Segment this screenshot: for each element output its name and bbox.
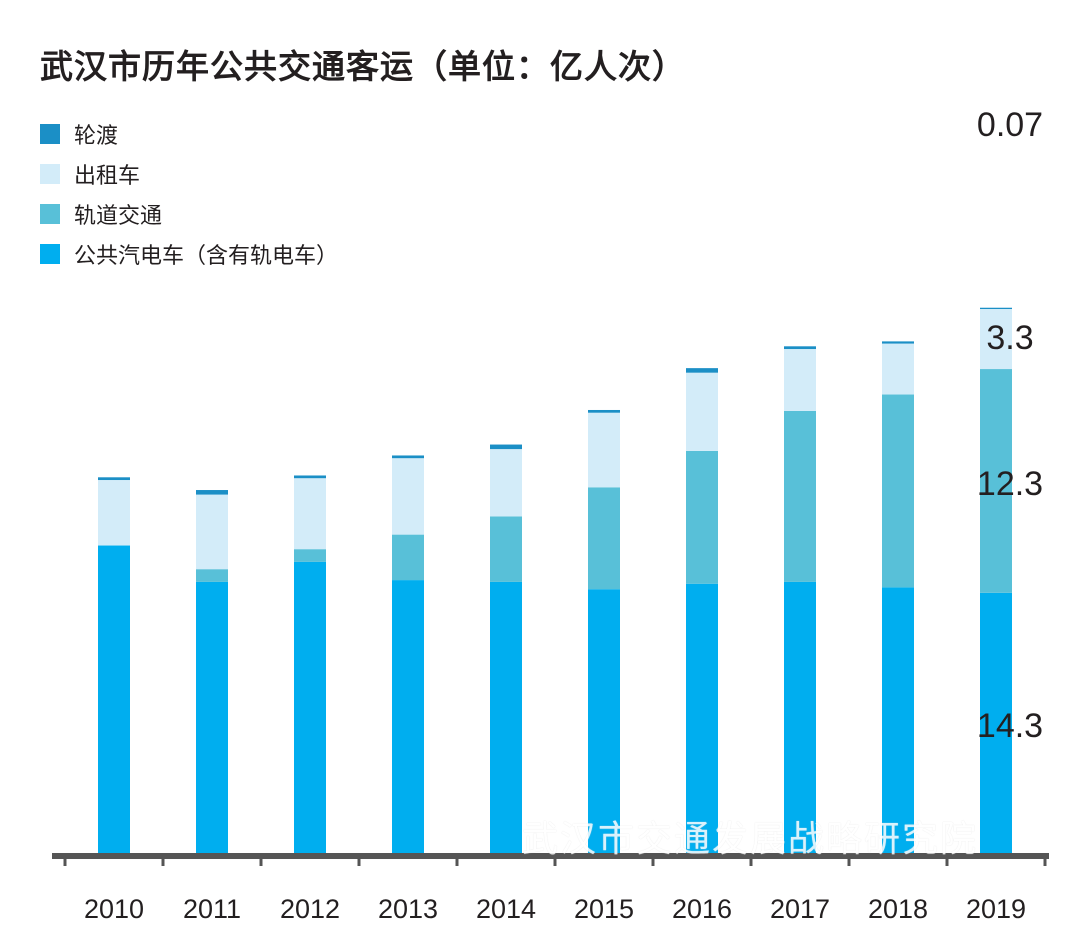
- bar-taxi-2010: [98, 480, 130, 546]
- bar-bus-2019: [980, 592, 1012, 853]
- bar-ferry-2012: [294, 475, 326, 479]
- bar-bus-2011: [196, 581, 228, 853]
- legend-item-ferry: 轮渡: [40, 114, 338, 154]
- legend-swatch-taxi: [40, 164, 60, 184]
- bar-rail-2019: [980, 369, 1012, 593]
- legend-label-taxi: 出租车: [74, 164, 141, 189]
- x-tick-label-2011: 2011: [183, 894, 241, 924]
- x-tick-label-2013: 2013: [378, 894, 438, 924]
- bar-bus-2010: [98, 545, 130, 853]
- x-tick-label-2019: 2019: [966, 894, 1026, 924]
- bar-rail-2016: [686, 450, 718, 584]
- bar-bus-2015: [588, 589, 620, 853]
- legend-swatch-bus: [40, 244, 60, 264]
- bar-rail-2011: [196, 569, 228, 582]
- bar-ferry-2014: [490, 444, 522, 450]
- x-axis-tick-3: [357, 857, 361, 866]
- legend: 轮渡 出租车 轨道交通 公共汽电车（含有轨电车）: [40, 114, 338, 274]
- bar-taxi-2017: [784, 349, 816, 411]
- bar-bus-2017: [784, 581, 816, 853]
- x-axis-tick-4: [455, 857, 459, 866]
- bar-ferry-2011: [196, 490, 228, 495]
- legend-label-bus: 公共汽电车（含有轨电车）: [74, 244, 339, 269]
- bar-taxi-2015: [588, 412, 620, 488]
- legend-swatch-ferry: [40, 124, 60, 144]
- bar-rail-2015: [588, 487, 620, 590]
- bar-ferry-2019: [980, 307, 1012, 310]
- x-axis-line: [52, 853, 1049, 859]
- bar-ferry-2015: [588, 409, 620, 413]
- bar-rail-2012: [294, 549, 326, 562]
- x-axis-tick-0: [63, 857, 67, 866]
- x-tick-label-2012: 2012: [280, 894, 340, 924]
- bar-bus-2016: [686, 583, 718, 853]
- x-tick-label-2018: 2018: [868, 894, 928, 924]
- bar-taxi-2018: [882, 343, 914, 395]
- bar-rail-2014: [490, 516, 522, 582]
- bar-taxi-2012: [294, 478, 326, 550]
- x-axis-tick-1: [161, 857, 165, 866]
- bar-taxi-2013: [392, 458, 424, 535]
- bar-ferry-2018: [882, 341, 914, 344]
- bar-taxi-2011: [196, 494, 228, 570]
- x-tick-label-2015: 2015: [574, 894, 634, 924]
- x-axis-tick-9: [945, 857, 949, 866]
- bar-taxi-2014: [490, 449, 522, 517]
- bar-ferry-2016: [686, 368, 718, 373]
- x-tick-label-2017: 2017: [770, 894, 830, 924]
- data-label-bus-2019: 14.3: [977, 707, 1043, 745]
- bar-bus-2018: [882, 587, 914, 853]
- bar-rail-2017: [784, 410, 816, 582]
- x-axis-tick-2: [259, 857, 263, 866]
- bar-ferry-2013: [392, 455, 424, 459]
- bar-ferry-2010: [98, 477, 130, 481]
- x-axis-tick-8: [847, 857, 851, 866]
- x-tick-label-2010: 2010: [84, 894, 144, 924]
- legend-item-rail: 轨道交通: [40, 194, 338, 234]
- x-axis-tick-7: [749, 857, 753, 866]
- data-label-ferry-2019: 0.07: [977, 106, 1043, 144]
- legend-item-bus: 公共汽电车（含有轨电车）: [40, 234, 338, 274]
- bar-rail-2018: [882, 394, 914, 588]
- x-axis-tick-5: [553, 857, 557, 866]
- x-tick-label-2016: 2016: [672, 894, 732, 924]
- legend-label-ferry: 轮渡: [74, 124, 119, 149]
- data-label-taxi-2019: 3.3: [986, 319, 1033, 357]
- bar-rail-2013: [392, 534, 424, 581]
- x-axis-tick-6: [651, 857, 655, 866]
- legend-item-taxi: 出租车: [40, 154, 338, 194]
- legend-swatch-rail: [40, 204, 60, 224]
- bar-bus-2014: [490, 581, 522, 853]
- bar-ferry-2017: [784, 346, 816, 350]
- data-label-rail-2019: 12.3: [977, 465, 1043, 503]
- bar-bus-2013: [392, 580, 424, 853]
- chart-title: 武汉市历年公共交通客运（单位：亿人次）: [40, 47, 686, 86]
- x-tick-label-2014: 2014: [476, 894, 536, 924]
- watermark: 武汉市交通发展战略研究院: [522, 819, 979, 860]
- bar-taxi-2019: [980, 309, 1012, 370]
- bar-taxi-2016: [686, 372, 718, 451]
- bar-bus-2012: [294, 561, 326, 853]
- legend-label-rail: 轨道交通: [74, 204, 163, 229]
- x-axis-tick-10: [1043, 857, 1047, 866]
